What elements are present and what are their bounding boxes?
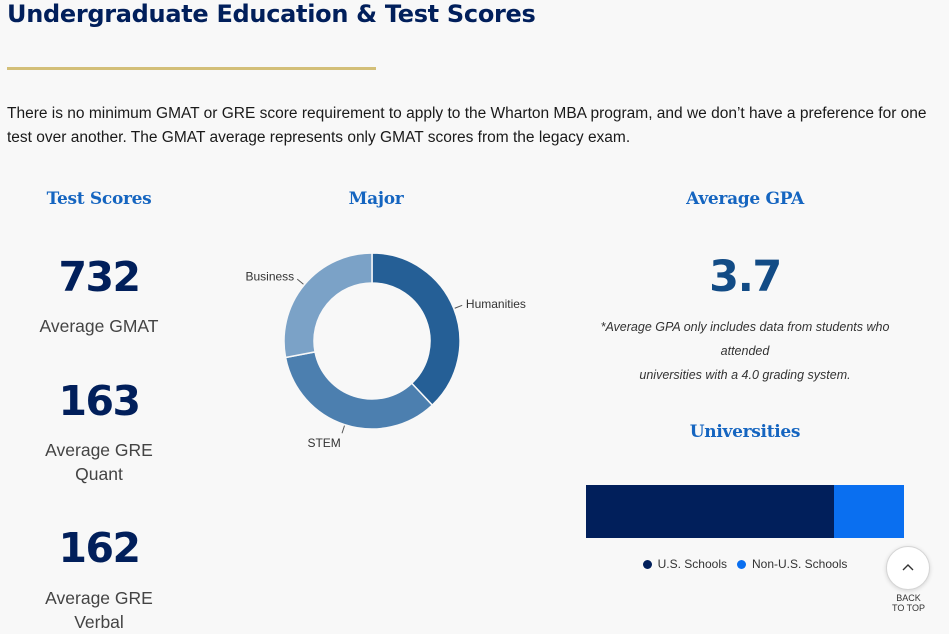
universities-legend-item[interactable]: Non-U.S. Schools <box>737 557 847 571</box>
chevron-up-icon <box>902 564 914 571</box>
universities-legend-label: U.S. Schools <box>657 557 727 571</box>
donut-leader-2 <box>296 278 304 285</box>
back-to-top-label[interactable]: BACK TO TOP <box>886 593 931 613</box>
universities-legend-label: Non-U.S. Schools <box>752 557 848 571</box>
gold-divider <box>7 67 376 70</box>
test-scores-heading: Test Scores <box>46 189 152 209</box>
gpa-value: 3.7 <box>709 252 782 302</box>
stat-gre-quant-label: Average GRE Quant <box>0 438 198 486</box>
back-to-top-line1: BACK <box>896 593 921 603</box>
donut-leader-0 <box>454 304 463 309</box>
donut-label-stem: STEM <box>307 436 340 450</box>
donut-label-business: Business <box>245 270 294 284</box>
stat-gre-verbal-label-line1: Average GRE <box>45 588 153 608</box>
legend-dot-icon <box>737 559 746 569</box>
back-to-top-circle[interactable] <box>886 546 930 590</box>
intro-paragraph: There is no minimum GMAT or GRE score re… <box>7 105 927 146</box>
stat-gre-quant-label-line1: Average GRE <box>45 440 153 460</box>
gpa-footnote-line2: universities with a 4.0 grading system. <box>639 368 851 382</box>
stat-gre-verbal-label: Average GRE Verbal <box>0 586 198 634</box>
stat-gre-verbal-value: 162 <box>58 524 141 572</box>
stat-gre-quant-label-line2: Quant <box>75 464 123 484</box>
gpa-footnote: *Average GPA only includes data from stu… <box>575 315 915 387</box>
gpa-heading: Average GPA <box>686 189 804 209</box>
donut-leader-1 <box>341 425 345 434</box>
gpa-footnote-line1: *Average GPA only includes data from stu… <box>600 320 890 358</box>
major-heading: Major <box>348 189 404 209</box>
stat-gre-verbal-label-line2: Verbal <box>74 612 124 632</box>
donut-slice-humanities <box>371 252 461 407</box>
universities-legend: U.S. Schools Non-U.S. Schools <box>586 557 904 571</box>
donut-slice-business <box>283 252 373 359</box>
page-title: Undergraduate Education & Test Scores <box>7 0 536 28</box>
stat-gmat-label-line1: Average GMAT <box>39 316 159 336</box>
back-to-top-button[interactable]: BACK TO TOP <box>886 546 931 613</box>
legend-dot-icon <box>642 559 652 569</box>
universities-heading: Universities <box>689 422 801 442</box>
back-to-top-line2: TO TOP <box>891 603 925 613</box>
major-donut-chart: Humanities STEM Business <box>245 252 526 450</box>
donut-slice-stem <box>284 350 434 430</box>
stat-gre-quant-value: 163 <box>58 377 141 425</box>
donut-label-humanities: Humanities <box>466 297 526 311</box>
stat-gmat-label: Average GMAT <box>0 314 198 338</box>
universities-stacked-bar <box>586 485 904 538</box>
universities-legend-item[interactable]: U.S. Schools <box>642 557 727 571</box>
universities-bar-segment-non-u-s-schools <box>834 485 904 538</box>
stat-gmat-value: 732 <box>58 253 141 301</box>
universities-bar-segment-u-s-schools <box>586 485 835 538</box>
